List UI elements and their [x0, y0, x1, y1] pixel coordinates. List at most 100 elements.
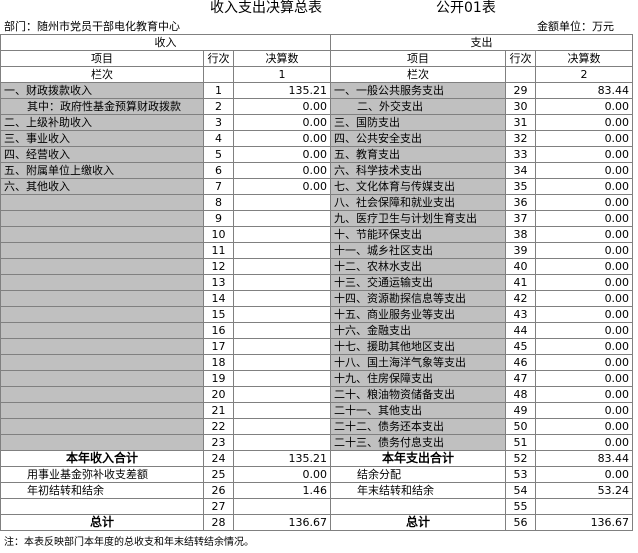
table-row: 18 十八、国土海洋气象等支出 46 0.00	[0, 354, 634, 371]
line-cell: 28	[203, 514, 234, 531]
amount-cell	[232, 290, 332, 307]
item-cell: 六、科学技术支出	[330, 162, 507, 179]
table-row: 总计 28 136.67 总计 56 136.67	[0, 514, 634, 531]
line-cell: 23	[203, 434, 234, 451]
line-cell: 15	[203, 306, 234, 323]
amount-cell: 0.00	[535, 146, 634, 163]
table-row: 15 十五、商业服务业等支出 43 0.00	[0, 306, 634, 323]
line-cell: 26	[203, 482, 234, 499]
item-cell: 十八、国土海洋气象等支出	[330, 354, 507, 371]
item-cell	[0, 354, 204, 371]
line-cell: 52	[505, 450, 537, 467]
line-cell: 49	[505, 402, 537, 419]
item-cell: 十三、交通运输支出	[330, 274, 507, 291]
amount-cell: 53.24	[535, 482, 634, 499]
item-cell: 十九、住房保障支出	[330, 370, 507, 387]
line-cell: 45	[505, 338, 537, 355]
amount-cell: 0.00	[535, 274, 634, 291]
amount-cell: 0.00	[232, 114, 332, 131]
line-cell: 3	[203, 114, 234, 131]
table-row: 五、附属单位上缴收入 6 0.00 六、科学技术支出 34 0.00	[0, 162, 634, 179]
amount-cell: 0.00	[535, 178, 634, 195]
amount-cell: 0.00	[232, 162, 332, 179]
item-cell: 五、教育支出	[330, 146, 507, 163]
item-cell: 十、节能环保支出	[330, 226, 507, 243]
line-cell: 1	[203, 82, 234, 99]
item-cell: 三、国防支出	[330, 114, 507, 131]
item-cell	[0, 258, 204, 275]
amount-cell	[232, 434, 332, 451]
line-cell: 11	[203, 242, 234, 259]
line-cell: 20	[203, 386, 234, 403]
item-cell: 五、附属单位上缴收入	[0, 162, 204, 179]
line-cell: 8	[203, 194, 234, 211]
amount-cell	[232, 322, 332, 339]
header-cell: 项目	[0, 50, 204, 67]
amount-cell: 136.67	[535, 514, 634, 531]
amount-cell: 0.00	[232, 178, 332, 195]
line-cell: 5	[203, 146, 234, 163]
line-cell: 14	[203, 290, 234, 307]
item-cell	[0, 242, 204, 259]
item-cell: 总计	[0, 514, 204, 531]
item-cell: 三、事业收入	[0, 130, 204, 147]
header-cell: 行次	[505, 50, 537, 67]
item-cell: 一、财政拨款收入	[0, 82, 204, 99]
footnote: 注：本表反映部门本年度的总收支和年末结转结余情况。	[4, 537, 254, 548]
item-cell	[0, 322, 204, 339]
line-cell: 31	[505, 114, 537, 131]
table-row: 9 九、医疗卫生与计划生育支出 37 0.00	[0, 210, 634, 227]
amount-cell	[232, 370, 332, 387]
amount-cell: 0.00	[535, 402, 634, 419]
line-cell: 10	[203, 226, 234, 243]
item-cell: 二十二、债务还本支出	[330, 418, 507, 435]
item-cell: 十一、城乡社区支出	[330, 242, 507, 259]
line-cell: 39	[505, 242, 537, 259]
line-cell: 27	[203, 498, 234, 515]
line-cell: 48	[505, 386, 537, 403]
line-cell: 56	[505, 514, 537, 531]
item-cell: 十四、资源勘探信息等支出	[330, 290, 507, 307]
amount-cell: 0.00	[232, 130, 332, 147]
amount-cell: 83.44	[535, 450, 634, 467]
line-cell: 6	[203, 162, 234, 179]
item-cell: 十六、金融支出	[330, 322, 507, 339]
table-row: 二、上级补助收入 3 0.00 三、国防支出 31 0.00	[0, 114, 634, 131]
amount-cell: 0.00	[535, 162, 634, 179]
line-cell: 32	[505, 130, 537, 147]
table-row: 六、其他收入 7 0.00 七、文化体育与传媒支出 35 0.00	[0, 178, 634, 195]
amount-cell: 135.21	[232, 450, 332, 467]
amount-cell: 0.00	[535, 306, 634, 323]
item-cell: 二十一、其他支出	[330, 402, 507, 419]
line-cell: 17	[203, 338, 234, 355]
line-cell: 19	[203, 370, 234, 387]
item-cell: 用事业基金弥补收支差额	[0, 466, 204, 483]
item-cell: 八、社会保障和就业支出	[330, 194, 507, 211]
amount-cell: 0.00	[535, 226, 634, 243]
line-cell: 46	[505, 354, 537, 371]
amount-cell: 0.00	[535, 194, 634, 211]
amount-cell: 0.00	[535, 210, 634, 227]
line-cell: 53	[505, 466, 537, 483]
amount-cell	[535, 498, 634, 515]
item-cell: 本年收入合计	[0, 450, 204, 467]
item-cell	[0, 290, 204, 307]
item-cell	[0, 370, 204, 387]
amount-cell: 0.00	[535, 242, 634, 259]
item-cell: 二十、粮油物资储备支出	[330, 386, 507, 403]
header-cell: 支出	[330, 34, 634, 51]
line-cell: 13	[203, 274, 234, 291]
item-cell: 其中：政府性基金预算财政拨款	[0, 98, 204, 115]
item-cell	[0, 338, 204, 355]
amount-cell: 0.00	[535, 130, 634, 147]
line-cell: 38	[505, 226, 537, 243]
item-cell: 年末结转和结余	[330, 482, 507, 499]
amount-cell	[232, 274, 332, 291]
line-cell: 41	[505, 274, 537, 291]
item-cell	[0, 434, 204, 451]
item-cell	[0, 306, 204, 323]
line-cell: 55	[505, 498, 537, 515]
header-cell	[505, 66, 537, 83]
line-cell: 47	[505, 370, 537, 387]
line-cell: 29	[505, 82, 537, 99]
